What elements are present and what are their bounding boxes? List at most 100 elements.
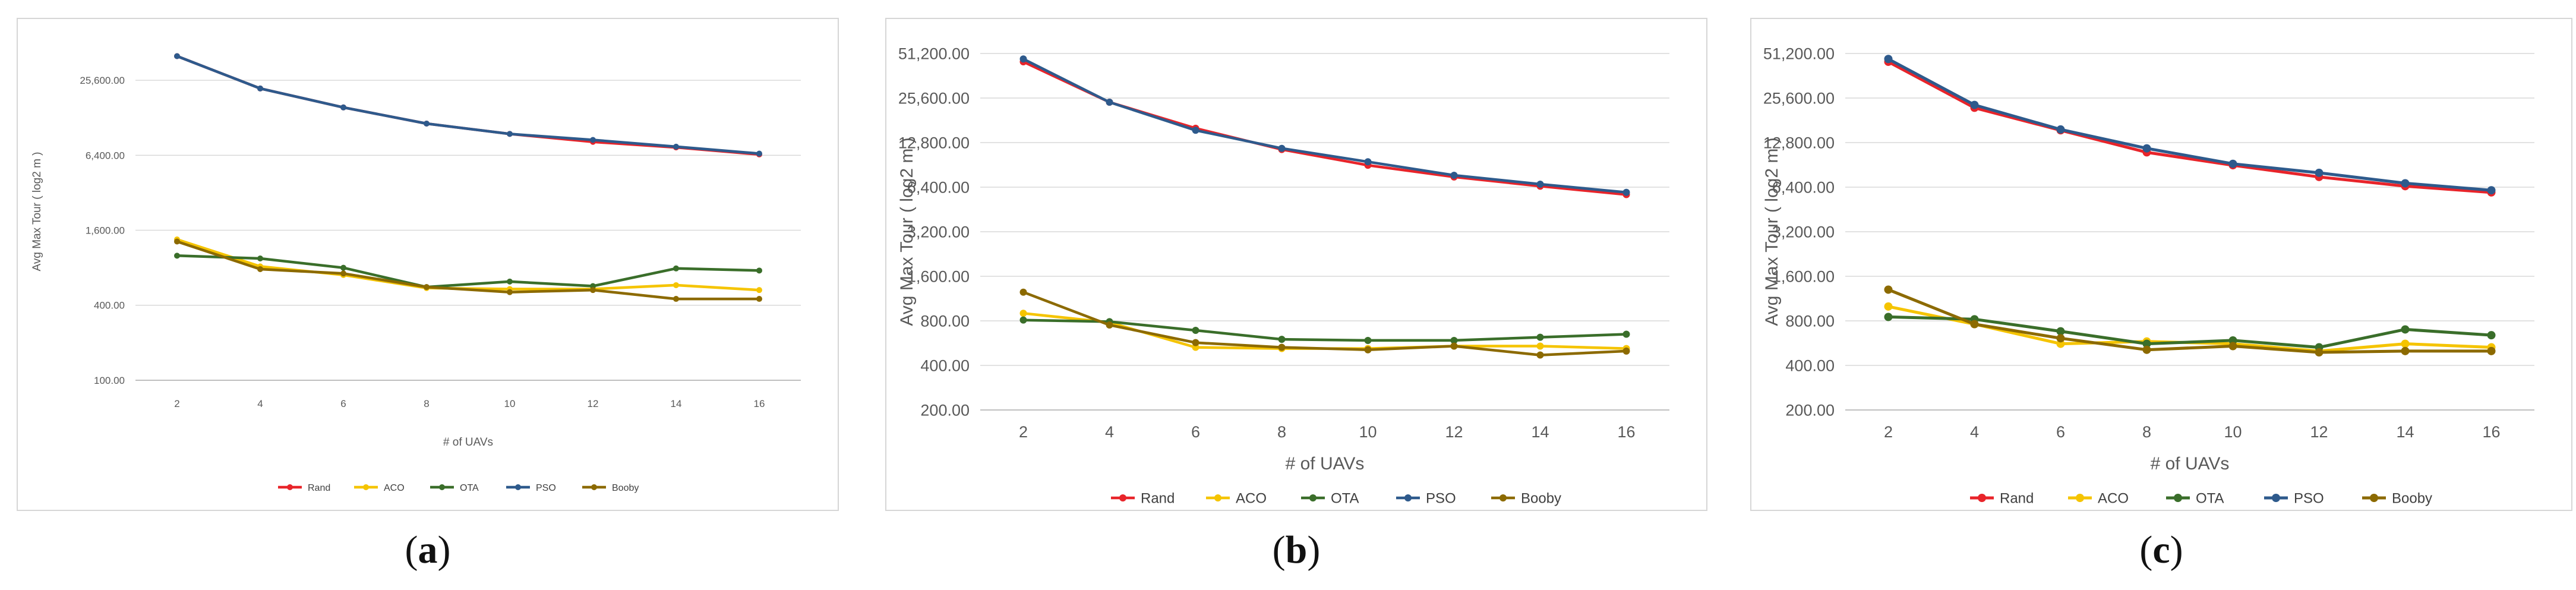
data-point-a-booby-5 [590, 287, 596, 294]
data-point-a-pso-7 [756, 150, 762, 157]
data-point-b-booby-5 [1450, 342, 1458, 350]
legend-marker-a-rand [287, 484, 293, 490]
y-tick-label-b-7: 25,600.00 [898, 89, 970, 107]
x-tick-label-b-4: 10 [1359, 423, 1377, 441]
caption-a-letter: a [418, 528, 438, 572]
data-point-b-pso-4 [1364, 158, 1372, 166]
legend-label-c-ota: OTA [2196, 491, 2224, 507]
x-tick-label-c-0: 2 [1884, 423, 1893, 441]
y-axis-title-b: Avg Max Tour ( log2 m ) [897, 137, 917, 326]
legend-marker-b-pso [1404, 494, 1412, 501]
x-tick-label-b-1: 4 [1105, 423, 1114, 441]
x-tick-label-b-6: 14 [1531, 423, 1549, 441]
data-point-b-ota-0 [1019, 316, 1027, 324]
data-point-c-pso-4 [2228, 159, 2237, 168]
data-point-a-booby-6 [673, 296, 679, 302]
data-point-a-ota-0 [174, 253, 180, 259]
data-point-c-pso-7 [2487, 186, 2496, 195]
data-point-c-booby-2 [2056, 334, 2065, 343]
x-tick-label-c-1: 4 [1970, 423, 1979, 441]
series-line-a-aco [176, 238, 760, 292]
y-tick-label-b-0: 200.00 [920, 401, 970, 419]
legend-marker-a-pso [515, 484, 521, 490]
data-point-b-booby-3 [1278, 343, 1286, 351]
data-point-c-booby-0 [1884, 285, 1893, 294]
series-line-b-aco [1023, 312, 1627, 350]
y-tick-label-c-5: 6,400.00 [1772, 178, 1835, 196]
series-line-c-pso [1887, 58, 2492, 192]
legend-label-a-rand: Rand [308, 483, 330, 493]
legend-label-b-aco: ACO [1236, 491, 1267, 507]
data-point-a-ota-4 [507, 278, 513, 285]
data-point-c-ota-7 [2487, 331, 2496, 340]
panel-c-frame [1750, 18, 2572, 511]
y-tick-label-a-4: 25,600.00 [80, 75, 125, 86]
data-point-c-ota-0 [1884, 313, 1893, 321]
legend-marker-b-ota [1309, 494, 1317, 501]
series-line-c-booby [1887, 288, 2492, 354]
legend-marker-a-ota [439, 484, 445, 490]
data-point-b-booby-4 [1364, 346, 1372, 354]
x-tick-label-c-2: 6 [2056, 423, 2065, 441]
data-point-c-pso-2 [2056, 125, 2065, 134]
data-point-a-pso-5 [590, 137, 596, 143]
data-point-a-pso-3 [424, 120, 430, 127]
legend-marker-c-aco [2076, 494, 2084, 502]
x-tick-label-c-6: 14 [2396, 423, 2414, 441]
x-tick-label-a-7: 16 [754, 398, 765, 409]
x-tick-label-b-7: 16 [1617, 423, 1635, 441]
y-tick-label-c-1: 400.00 [1785, 356, 1835, 374]
caption-c-letter: c [2152, 528, 2170, 572]
data-point-b-pso-6 [1536, 181, 1544, 188]
legend-marker-b-aco [1214, 494, 1221, 501]
series-line-b-pso [1022, 58, 1627, 194]
caption-c: (c) [2139, 528, 2183, 572]
series-line-b-ota [1023, 318, 1627, 342]
x-axis-title-b: # of UAVs [1286, 454, 1365, 474]
y-tick-label-b-3: 1,600.00 [907, 267, 970, 285]
caption-b-letter: b [1285, 528, 1308, 572]
data-point-b-ota-3 [1278, 336, 1286, 343]
data-point-b-pso-5 [1450, 171, 1458, 179]
legend-marker-a-booby [591, 484, 597, 490]
data-point-c-booby-5 [2315, 348, 2324, 357]
data-point-c-aco-6 [2401, 339, 2410, 348]
y-tick-label-c-4: 3,200.00 [1772, 223, 1835, 241]
legend-marker-c-booby [2370, 494, 2378, 502]
data-point-a-booby-2 [340, 270, 346, 277]
x-tick-label-a-1: 4 [257, 398, 263, 409]
series-line-b-rand [1022, 60, 1627, 196]
x-tick-label-a-5: 12 [588, 398, 599, 409]
y-tick-label-a-0: 100.00 [94, 375, 125, 386]
x-tick-label-c-7: 16 [2482, 423, 2500, 441]
data-point-c-booby-4 [2228, 342, 2237, 351]
data-point-b-pso-7 [1622, 188, 1630, 196]
data-point-a-ota-2 [340, 264, 346, 271]
y-tick-label-b-1: 400.00 [920, 356, 970, 374]
x-axis-title-a: # of UAVs [443, 436, 493, 449]
legend-label-b-pso: PSO [1426, 491, 1456, 507]
x-tick-label-b-0: 2 [1019, 423, 1028, 441]
data-point-c-booby-1 [1970, 320, 1979, 329]
y-tick-label-c-0: 200.00 [1785, 401, 1835, 419]
data-point-b-aco-0 [1019, 310, 1027, 317]
y-tick-label-c-2: 800.00 [1785, 312, 1835, 330]
legend-label-a-pso: PSO [536, 483, 556, 493]
series-line-a-pso [176, 55, 760, 155]
series-line-c-rand [1887, 60, 2492, 194]
data-point-b-pso-2 [1192, 127, 1199, 134]
data-point-c-pso-5 [2315, 168, 2324, 177]
y-tick-label-c-3: 1,600.00 [1772, 267, 1835, 285]
data-point-a-pso-4 [507, 131, 513, 137]
panel-a-frame [17, 18, 839, 511]
x-tick-label-c-3: 8 [2142, 423, 2151, 441]
legend-marker-c-ota [2174, 494, 2182, 502]
data-point-a-aco-6 [673, 282, 679, 288]
data-point-c-booby-7 [2487, 346, 2496, 355]
data-point-a-pso-6 [673, 143, 679, 150]
x-tick-label-a-3: 8 [424, 398, 429, 409]
data-point-b-ota-7 [1622, 330, 1630, 338]
y-axis-title-c: Avg Max Tour ( log2 m ) [1762, 137, 1782, 326]
data-point-c-ota-6 [2401, 325, 2410, 334]
x-tick-label-c-4: 10 [2224, 423, 2242, 441]
